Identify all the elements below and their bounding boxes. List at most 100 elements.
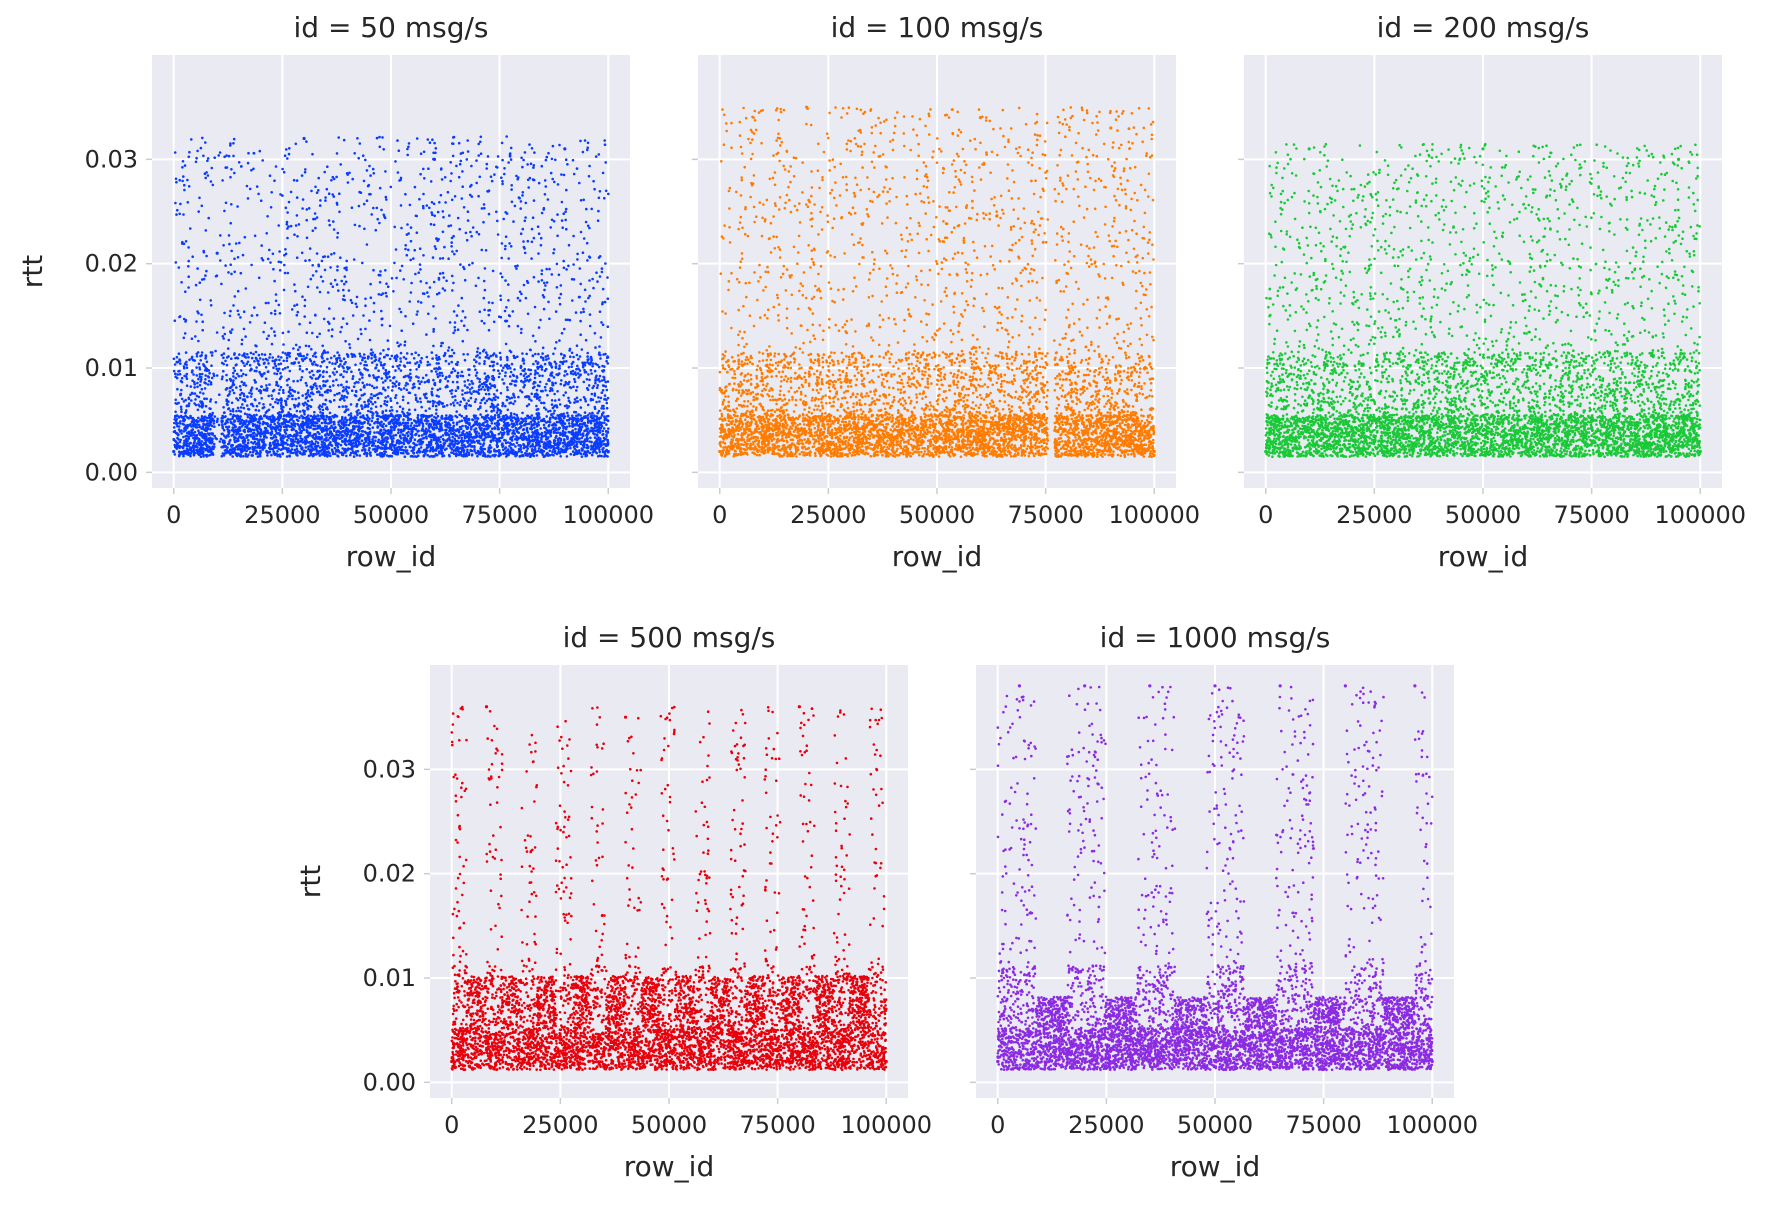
- data-point: [255, 370, 258, 373]
- data-point: [200, 446, 203, 449]
- data-point: [569, 444, 572, 447]
- data-point: [445, 421, 448, 424]
- data-point: [369, 339, 372, 342]
- data-point: [559, 361, 562, 364]
- data-point: [451, 448, 454, 451]
- data-point: [542, 402, 545, 405]
- data-point: [264, 321, 267, 324]
- data-point: [435, 370, 438, 373]
- data-point: [452, 155, 455, 158]
- data-point: [278, 423, 281, 426]
- data-point: [244, 412, 247, 415]
- data-point: [562, 394, 565, 397]
- data-point: [374, 445, 377, 448]
- data-point: [178, 213, 181, 216]
- data-point: [298, 346, 301, 349]
- data-point: [366, 369, 369, 372]
- data-point: [581, 418, 584, 421]
- data-point: [322, 412, 325, 415]
- data-point: [428, 407, 431, 410]
- data-point: [483, 362, 486, 365]
- data-point: [484, 448, 487, 451]
- data-point: [538, 442, 541, 445]
- data-point: [276, 453, 279, 456]
- data-point: [563, 174, 566, 177]
- data-point: [501, 369, 504, 372]
- data-point: [432, 328, 435, 331]
- data-point: [548, 318, 551, 321]
- data-point: [423, 151, 426, 154]
- data-point: [328, 219, 331, 222]
- data-point: [214, 437, 217, 440]
- data-point: [474, 401, 477, 404]
- data-point: [278, 389, 281, 392]
- data-point: [314, 421, 317, 424]
- data-point: [200, 378, 203, 381]
- data-point: [235, 410, 238, 413]
- data-point: [224, 166, 227, 169]
- data-point: [211, 425, 214, 428]
- data-point: [450, 245, 453, 248]
- data-point: [351, 206, 354, 209]
- data-point: [413, 357, 416, 360]
- data-point: [329, 401, 332, 404]
- data-point: [508, 242, 511, 245]
- data-point: [406, 432, 409, 435]
- data-point: [353, 455, 356, 458]
- data-point: [199, 384, 202, 387]
- data-point: [525, 450, 528, 453]
- data-point: [255, 414, 258, 417]
- data-point: [410, 240, 413, 243]
- data-point: [282, 368, 285, 371]
- data-point: [177, 438, 180, 441]
- data-point: [174, 375, 177, 378]
- data-point: [368, 184, 371, 187]
- data-point: [348, 386, 351, 389]
- data-point: [240, 375, 243, 378]
- data-point: [538, 232, 541, 235]
- data-point: [577, 372, 580, 375]
- data-point: [545, 438, 548, 441]
- data-point: [329, 266, 332, 269]
- data-point: [221, 424, 224, 427]
- data-point: [509, 375, 512, 378]
- data-point: [282, 332, 285, 335]
- data-point: [456, 402, 459, 405]
- data-point: [556, 213, 559, 216]
- data-point: [574, 380, 577, 383]
- data-point: [391, 277, 394, 280]
- data-point: [563, 360, 566, 363]
- data-point: [453, 433, 456, 436]
- data-point: [435, 412, 438, 415]
- data-point: [474, 368, 477, 371]
- data-point: [407, 419, 410, 422]
- data-point: [403, 376, 406, 379]
- data-point: [354, 364, 357, 367]
- data-point: [396, 341, 399, 344]
- data-point: [187, 260, 190, 263]
- data-point: [270, 454, 273, 457]
- data-point: [473, 441, 476, 444]
- data-point: [483, 349, 486, 352]
- data-point: [446, 404, 449, 407]
- data-point: [201, 278, 204, 281]
- data-point: [579, 283, 582, 286]
- data-point: [543, 424, 546, 427]
- data-point: [500, 392, 503, 395]
- data-point: [483, 322, 486, 325]
- data-point: [324, 434, 327, 437]
- data-point: [327, 329, 330, 332]
- data-point: [544, 369, 547, 372]
- data-point: [457, 328, 460, 331]
- data-point: [499, 412, 502, 415]
- data-point: [314, 314, 317, 317]
- data-point: [370, 393, 373, 396]
- data-point: [286, 211, 289, 214]
- data-point: [286, 384, 289, 387]
- data-point: [595, 271, 598, 274]
- data-point: [542, 347, 545, 350]
- data-point: [561, 219, 564, 222]
- data-point: [347, 181, 350, 184]
- data-point: [360, 394, 363, 397]
- data-point: [402, 396, 405, 399]
